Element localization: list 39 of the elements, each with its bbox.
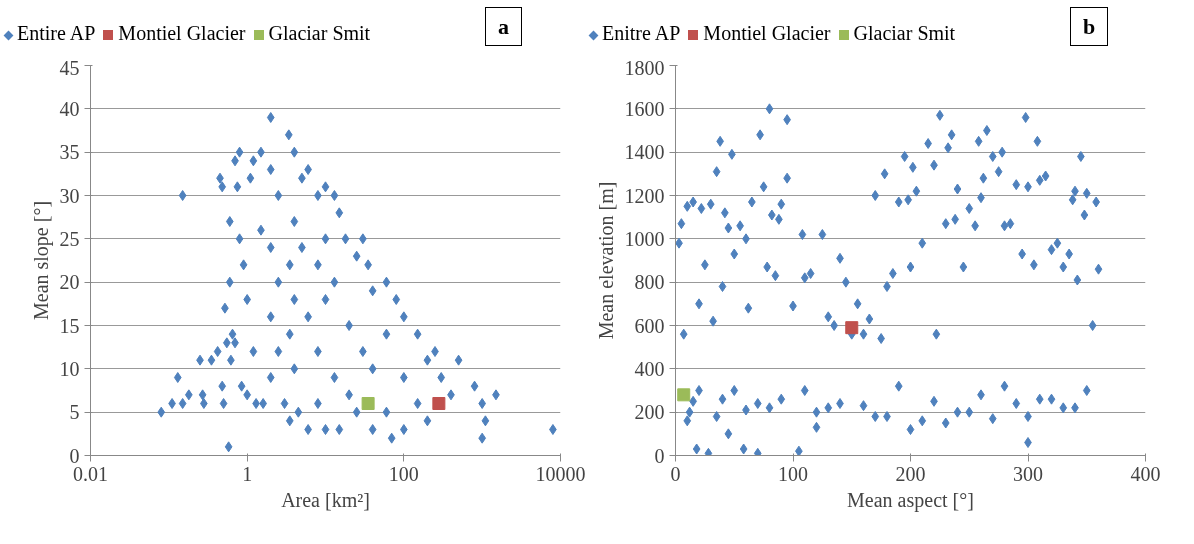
x-axis-title: Mean aspect [°] — [847, 488, 974, 512]
y-tick-label: 10 — [59, 357, 80, 380]
text: a — [485, 7, 522, 46]
legend-label: Glaciar Smit — [267, 22, 371, 44]
y-tick-label: 400 — [634, 357, 665, 380]
y-tick-label: 0 — [654, 444, 665, 467]
y-tick-label: 40 — [59, 97, 80, 120]
y-tick-label: 1200 — [624, 184, 665, 207]
y-tick-label: 1400 — [624, 141, 665, 164]
y-tick-label: 30 — [59, 184, 80, 207]
y-tick-label: 1800 — [624, 56, 665, 79]
y-tick-label: 20 — [59, 271, 80, 294]
legend-label: Montiel Glacier — [117, 22, 246, 44]
y-tick-label: 200 — [634, 401, 665, 424]
legend-label: Montiel Glacier — [702, 22, 831, 44]
legend-label: Entire AP — [16, 22, 96, 44]
y-tick-label: 35 — [59, 141, 80, 164]
y-tick-label: 45 — [59, 56, 80, 79]
x-axis-title: Area [km²] — [281, 488, 370, 511]
x-tick-label: 100 — [778, 462, 808, 485]
y-tick-label: 5 — [69, 401, 80, 424]
x-tick-label: 10000 — [535, 462, 586, 485]
text: b — [1070, 7, 1109, 46]
y-tick-label: 1000 — [624, 227, 665, 250]
x-tick-label: 0 — [670, 462, 681, 485]
x-tick-label: 300 — [1013, 462, 1043, 485]
x-tick-label: 1 — [242, 462, 253, 485]
y-tick-label: 800 — [634, 271, 665, 294]
y-tick-label: 1600 — [624, 97, 665, 120]
y-tick-label: 15 — [59, 314, 80, 337]
y-tick-label: 25 — [59, 227, 80, 250]
legend-label: Glaciar Smit — [852, 22, 956, 44]
y-tick-label: 600 — [634, 314, 665, 337]
x-tick-label: 400 — [1130, 462, 1161, 485]
x-tick-label: 100 — [388, 462, 419, 485]
y-axis-title: Mean slope [°] — [29, 200, 53, 321]
x-tick-label: 200 — [895, 462, 926, 485]
legend-label: Enitre AP — [601, 22, 681, 44]
y-axis-title: Mean elevation [m] — [594, 181, 617, 340]
